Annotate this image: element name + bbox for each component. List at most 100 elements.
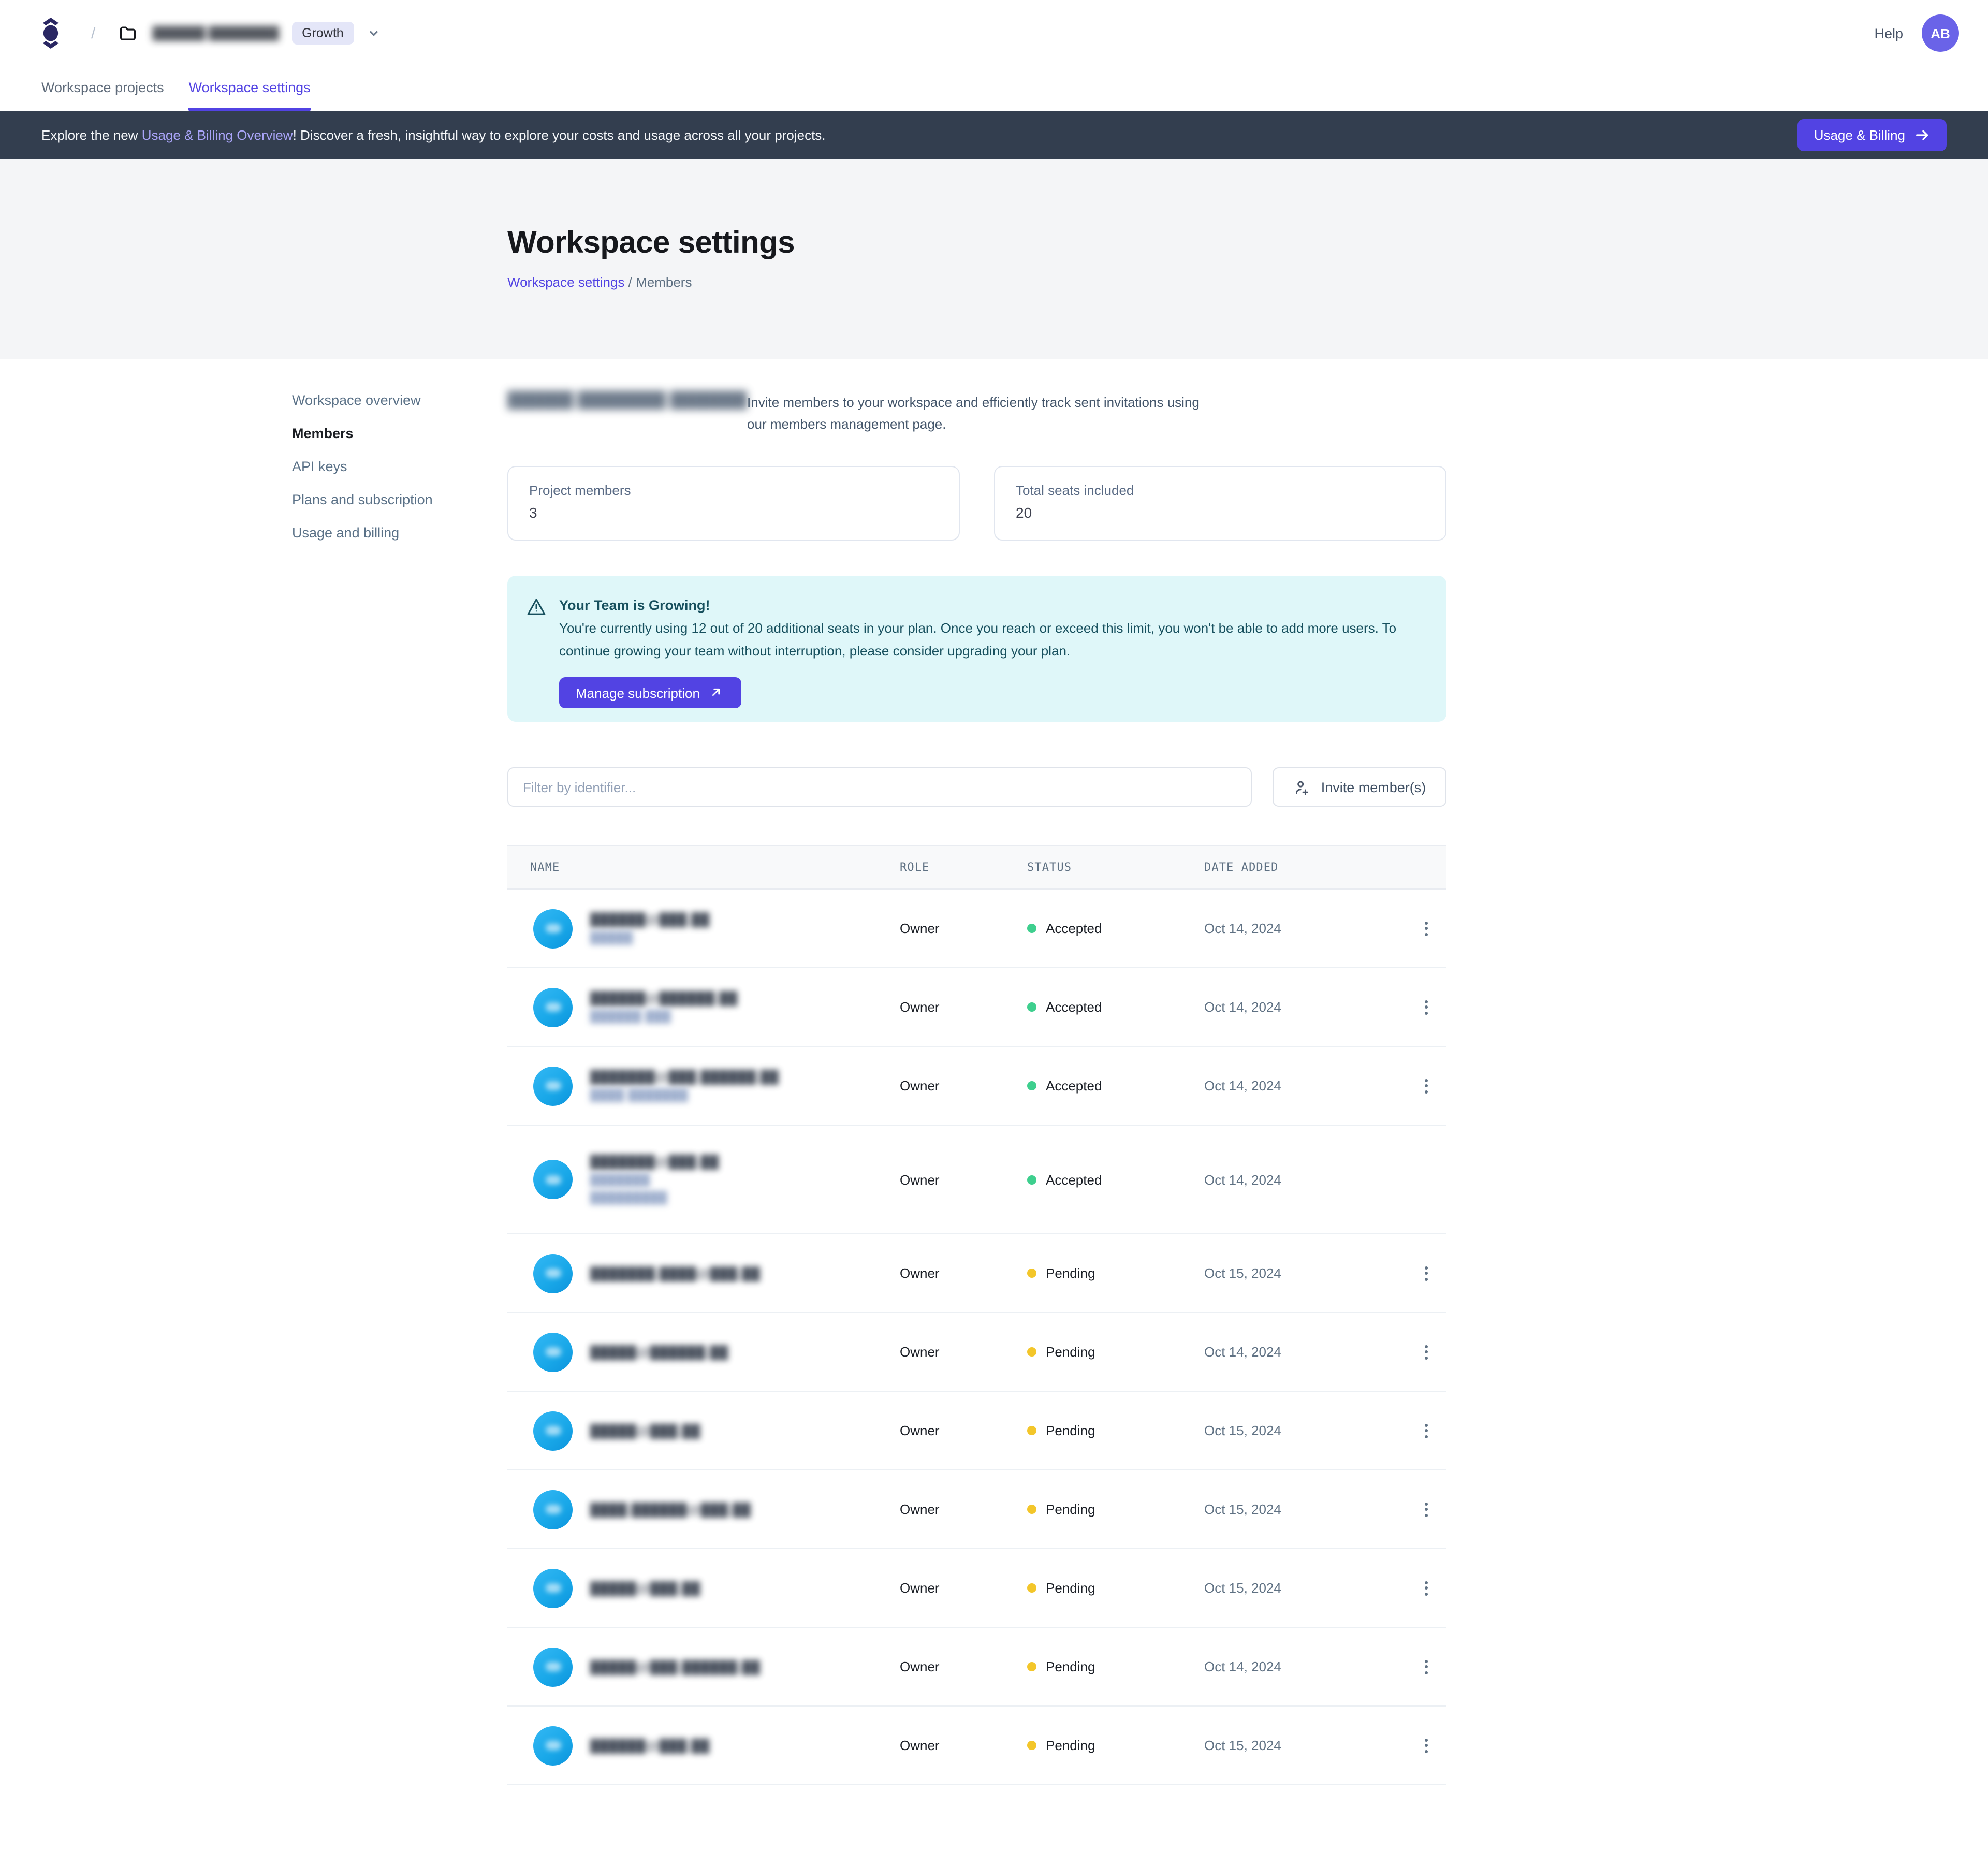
member-date-added: Oct 15, 2024	[1204, 1501, 1281, 1517]
member-name-cell: █████@███.██	[507, 1568, 900, 1608]
member-role: Owner	[900, 1580, 940, 1596]
settings-side-nav: Workspace overview Members API keys Plans a…	[292, 390, 484, 556]
usage-billing-overview-link[interactable]: Usage & Billing Overview	[141, 127, 293, 143]
manage-subscription-button[interactable]: Manage subscription	[559, 677, 741, 709]
member-avatar	[533, 909, 573, 948]
row-menu-kebab-icon[interactable]	[1419, 994, 1434, 1021]
stat-card-project-members: Project members 3	[507, 466, 960, 541]
member-date-added: Oct 14, 2024	[1204, 999, 1281, 1015]
member-avatar	[533, 1160, 573, 1199]
row-menu-kebab-icon[interactable]	[1419, 1575, 1434, 1601]
row-menu-kebab-icon[interactable]	[1419, 1072, 1434, 1099]
breadcrumb-divider: /	[624, 274, 636, 290]
sidebar-item-api-keys[interactable]: API keys	[292, 459, 347, 474]
invite-members-label: Invite member(s)	[1321, 779, 1426, 795]
status-dot	[1027, 924, 1036, 933]
row-menu-kebab-icon[interactable]	[1419, 1260, 1434, 1287]
tab-workspace-projects[interactable]: Workspace projects	[41, 80, 164, 95]
project-name-redacted: ██████ ████████	[152, 26, 280, 40]
tab-workspace-settings[interactable]: Workspace settings	[188, 80, 311, 111]
member-status: Pending	[1027, 1738, 1204, 1753]
member-row: ██████@██████.██ ██████ ███ Owner Accepted O…	[507, 968, 1446, 1047]
row-menu-kebab-icon[interactable]	[1419, 1653, 1434, 1680]
user-avatar[interactable]: AB	[1922, 14, 1959, 52]
sidebar-item-usage-and-billing[interactable]: Usage and billing	[292, 525, 400, 541]
status-dot	[1027, 1347, 1036, 1357]
banner-text-prefix: Explore the new	[41, 127, 142, 143]
logo-glyph	[43, 18, 59, 49]
member-avatar	[533, 987, 573, 1027]
help-link[interactable]: Help	[1874, 25, 1903, 41]
member-status: Accepted	[1027, 999, 1204, 1015]
member-name-cell: ████.██████@███.██	[507, 1490, 900, 1529]
member-role: Owner	[900, 1344, 940, 1360]
member-date-added: Oct 14, 2024	[1204, 1344, 1281, 1360]
breadcrumb-workspace-settings-link[interactable]: Workspace settings	[507, 274, 625, 290]
member-name-cell: ███████@███.██ ███████ █████████	[507, 1155, 900, 1204]
member-email-redacted: ██████@███.██	[590, 1738, 710, 1753]
members-heading-redacted: ██████ ████████ ███████	[507, 391, 748, 409]
sidebar-item-members[interactable]: Members	[292, 426, 354, 441]
member-status: Accepted	[1027, 1078, 1204, 1094]
member-avatar	[533, 1332, 573, 1372]
members-table: NAME ROLE STATUS DATE ADDED ██████@███.██ ██…	[507, 845, 1446, 1785]
row-menu-kebab-icon[interactable]	[1419, 1496, 1434, 1523]
avatar-initials-redacted	[545, 1741, 561, 1750]
member-identity: █████@███.██	[590, 1423, 700, 1438]
member-identity: ████.██████@███.██	[590, 1502, 751, 1517]
arrow-right-icon	[1914, 127, 1930, 143]
status-label: Accepted	[1046, 1172, 1102, 1187]
member-email-redacted: ██████@███.██	[590, 912, 710, 927]
brand-logo-icon[interactable]	[37, 18, 64, 49]
member-avatar	[533, 1490, 573, 1529]
member-row: █████@███.██ Owner Pending Oct 15, 2024	[507, 1549, 1446, 1628]
status-label: Accepted	[1046, 999, 1102, 1015]
member-identity: ██████@███.██	[590, 1738, 710, 1753]
row-menu-kebab-icon[interactable]	[1419, 1732, 1434, 1759]
column-header-name: NAME	[530, 861, 560, 874]
member-name-redacted: █████	[590, 932, 633, 944]
stat-value: 3	[529, 504, 537, 521]
chevron-down-icon[interactable]	[367, 26, 381, 40]
avatar-initials-redacted	[545, 1583, 561, 1593]
usage-billing-button[interactable]: Usage & Billing	[1797, 119, 1947, 151]
folder-icon	[118, 23, 138, 43]
sidebar-item-workspace-overview[interactable]: Workspace overview	[292, 392, 421, 408]
warning-triangle-icon	[526, 596, 547, 617]
member-row: ████.██████@███.██ Owner Pending Oct 15, 20…	[507, 1470, 1446, 1549]
avatar-initials-redacted	[545, 924, 561, 933]
manage-subscription-label: Manage subscription	[576, 685, 700, 701]
status-dot	[1027, 1662, 1036, 1671]
member-date-added: Oct 15, 2024	[1204, 1580, 1281, 1596]
member-name-cell: ██████@███.██	[507, 1726, 900, 1765]
member-role: Owner	[900, 1659, 940, 1674]
row-menu-kebab-icon[interactable]	[1419, 1338, 1434, 1365]
row-menu-kebab-icon[interactable]	[1419, 915, 1434, 942]
member-email-redacted: ███████@███.██████.██	[590, 1070, 779, 1084]
breadcrumb-current: Members	[636, 274, 692, 290]
top-bar-right: Help AB	[1874, 14, 1959, 52]
filter-input[interactable]	[507, 767, 1252, 807]
member-date-added: Oct 14, 2024	[1204, 1172, 1281, 1187]
status-label: Pending	[1046, 1265, 1095, 1281]
member-actions-cell	[1406, 915, 1446, 942]
sidebar-item-plans-and-subscription[interactable]: Plans and subscription	[292, 492, 433, 507]
row-menu-kebab-icon[interactable]	[1419, 1417, 1434, 1444]
invite-members-button[interactable]: Invite member(s)	[1273, 767, 1446, 807]
table-toolbar: Invite member(s)	[507, 767, 1446, 807]
member-email-redacted: ██████@██████.██	[590, 991, 738, 1005]
avatar-initials-redacted	[545, 1175, 561, 1184]
member-date-added: Oct 15, 2024	[1204, 1738, 1281, 1753]
member-name-cell: ███████.████@███.██	[507, 1253, 900, 1293]
status-label: Pending	[1046, 1659, 1095, 1674]
usage-billing-button-label: Usage & Billing	[1814, 127, 1905, 143]
member-status: Pending	[1027, 1580, 1204, 1596]
status-dot	[1027, 1002, 1036, 1012]
member-name-redacted: ██████ ███	[590, 1011, 671, 1023]
plan-badge[interactable]: Growth	[291, 22, 354, 45]
avatar-initials-redacted	[545, 1347, 561, 1357]
member-name-redacted: █████████	[590, 1192, 668, 1204]
avatar-initials-redacted	[545, 1426, 561, 1435]
content-area: Workspace overview Members API keys Plans a…	[0, 359, 1988, 1866]
status-label: Pending	[1046, 1580, 1095, 1596]
